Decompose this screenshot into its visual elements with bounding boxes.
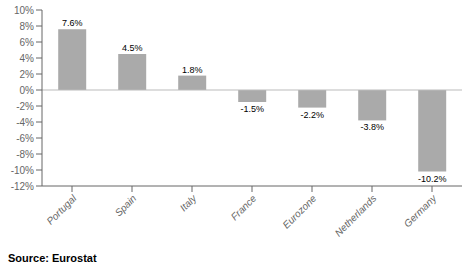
svg-text:7.6%: 7.6% — [62, 18, 83, 28]
svg-text:Italy: Italy — [178, 192, 199, 213]
svg-text:-2%: -2% — [16, 101, 34, 112]
svg-text:1.8%: 1.8% — [182, 65, 203, 75]
html-text:Source: Eurostat: Source: Eurostat — [8, 252, 97, 264]
svg-text:-10%: -10% — [11, 165, 34, 176]
svg-text:10%: 10% — [14, 5, 34, 16]
svg-text:Netherlands: Netherlands — [333, 193, 379, 239]
svg-text:Eurozone: Eurozone — [280, 192, 318, 230]
svg-text:-8%: -8% — [16, 149, 34, 160]
svg-text:-3.8%: -3.8% — [360, 122, 384, 132]
svg-text:-2.2%: -2.2% — [300, 110, 324, 120]
svg-text:-12%: -12% — [11, 181, 34, 192]
svg-text:4%: 4% — [20, 53, 35, 64]
svg-text:8%: 8% — [20, 21, 35, 32]
svg-text:-1.5%: -1.5% — [240, 104, 264, 114]
svg-text:Germany: Germany — [402, 192, 440, 230]
svg-text:-6%: -6% — [16, 133, 34, 144]
svg-text:-4%: -4% — [16, 117, 34, 128]
svg-text:6%: 6% — [20, 37, 35, 48]
svg-text:4.5%: 4.5% — [122, 43, 143, 53]
svg-text:Spain: Spain — [113, 192, 139, 218]
svg-text:France: France — [229, 192, 259, 222]
svg-text:2%: 2% — [20, 69, 35, 80]
svg-text:Portugal: Portugal — [44, 192, 79, 227]
svg-text:0%: 0% — [20, 85, 35, 96]
svg-text:-10.2%: -10.2% — [418, 174, 447, 184]
